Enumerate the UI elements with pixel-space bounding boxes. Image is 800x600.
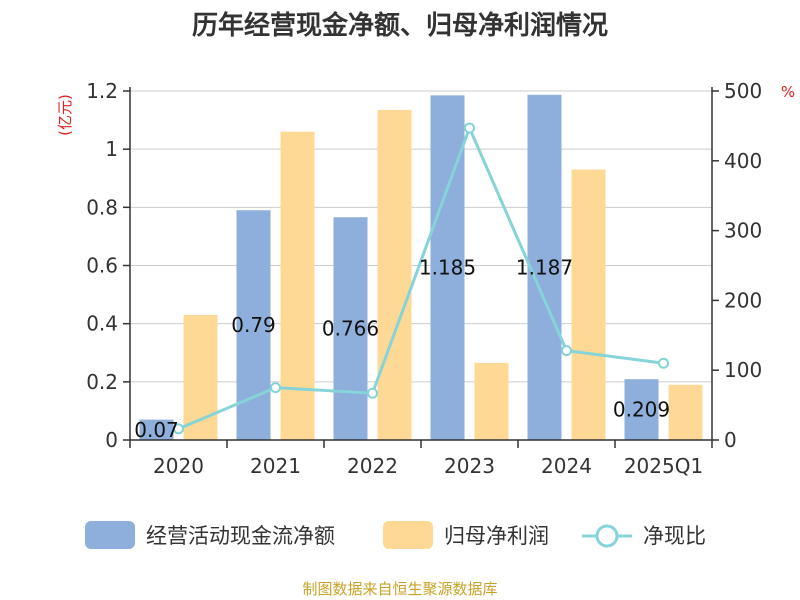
source-note: 制图数据来自恒生聚源数据库 [302, 580, 497, 598]
bar-profit[interactable] [377, 109, 412, 440]
x-tick-label: 2025Q1 [624, 454, 703, 478]
x-tick-label: 2021 [250, 454, 301, 478]
x-tick-label: 2022 [347, 454, 398, 478]
data-labels: 0.07 0.79 0.766 1.185 1.187 0.209 [134, 255, 670, 442]
bar-profit[interactable] [571, 169, 606, 440]
bar-profit[interactable] [668, 384, 703, 440]
cashflow-data-label: 0.79 [231, 313, 276, 337]
x-tick-label: 2023 [444, 454, 495, 478]
legend-swatch-profit [383, 521, 433, 549]
legend-swatch-cashflow [85, 521, 135, 549]
line-series [173, 122, 669, 435]
axes: 0 0.2 0.4 0.6 0.8 1 1.2 0 100 200 300 400 500 2020 202… [86, 79, 762, 478]
x-tick-label: 2024 [541, 454, 592, 478]
chart-title: 历年经营现金净额、归母净利润情况 [192, 10, 608, 41]
left-tick-label: 1.2 [86, 79, 118, 103]
legend[interactable]: 经营活动现金流净额 归母净利润 净现比 [85, 521, 706, 549]
legend-label-profit: 归母净利润 [444, 524, 549, 548]
bar-series [139, 94, 703, 441]
legend-label-ratio: 净现比 [643, 524, 706, 548]
legend-item-ratio[interactable]: 净现比 [582, 524, 706, 548]
right-tick-label: 500 [724, 79, 762, 103]
cashflow-data-label: 0.07 [134, 418, 179, 442]
legend-item-cashflow[interactable]: 经营活动现金流净额 [85, 521, 335, 549]
bar-profit[interactable] [474, 362, 509, 440]
left-tick-label: 0.4 [86, 312, 118, 336]
bar-cashflow[interactable] [527, 94, 562, 441]
ratio-point[interactable] [464, 122, 475, 134]
ratio-point[interactable] [173, 423, 184, 435]
left-tick-label: 0.6 [86, 254, 118, 278]
left-tick-label: 1 [105, 137, 118, 161]
left-tick-label: 0.8 [86, 195, 118, 219]
bar-profit[interactable] [280, 131, 315, 440]
left-tick-label: 0.2 [86, 370, 118, 394]
left-tick-label: 0 [105, 428, 118, 452]
bar-profit[interactable] [183, 314, 218, 440]
right-tick-label: 100 [724, 358, 762, 382]
cashflow-data-label: 0.766 [322, 317, 379, 341]
right-tick-label: 200 [724, 288, 762, 312]
ratio-point[interactable] [367, 387, 378, 399]
ratio-point[interactable] [561, 345, 572, 357]
bar-cashflow[interactable] [139, 419, 174, 440]
cashflow-data-label: 1.185 [419, 256, 476, 280]
right-tick-label: 300 [724, 219, 762, 243]
x-tick-label: 2020 [153, 454, 204, 478]
right-tick-label: 0 [724, 428, 737, 452]
right-tick-label: 400 [724, 149, 762, 173]
legend-item-profit[interactable]: 归母净利润 [383, 521, 549, 549]
legend-label-cashflow: 经营活动现金流净额 [146, 524, 335, 548]
bar-cashflow[interactable] [624, 379, 659, 440]
ratio-line [177, 123, 664, 431]
ratio-point[interactable] [658, 357, 669, 369]
bar-cashflow[interactable] [333, 217, 368, 440]
right-axis-unit: % [781, 83, 795, 101]
legend-marker-ratio [595, 524, 619, 548]
ratio-point[interactable] [270, 382, 281, 394]
left-axis-unit: (亿元) [56, 94, 74, 136]
cashflow-data-label: 1.187 [516, 255, 573, 279]
grid-lines [130, 90, 712, 383]
cashflow-data-label: 0.209 [613, 398, 670, 422]
